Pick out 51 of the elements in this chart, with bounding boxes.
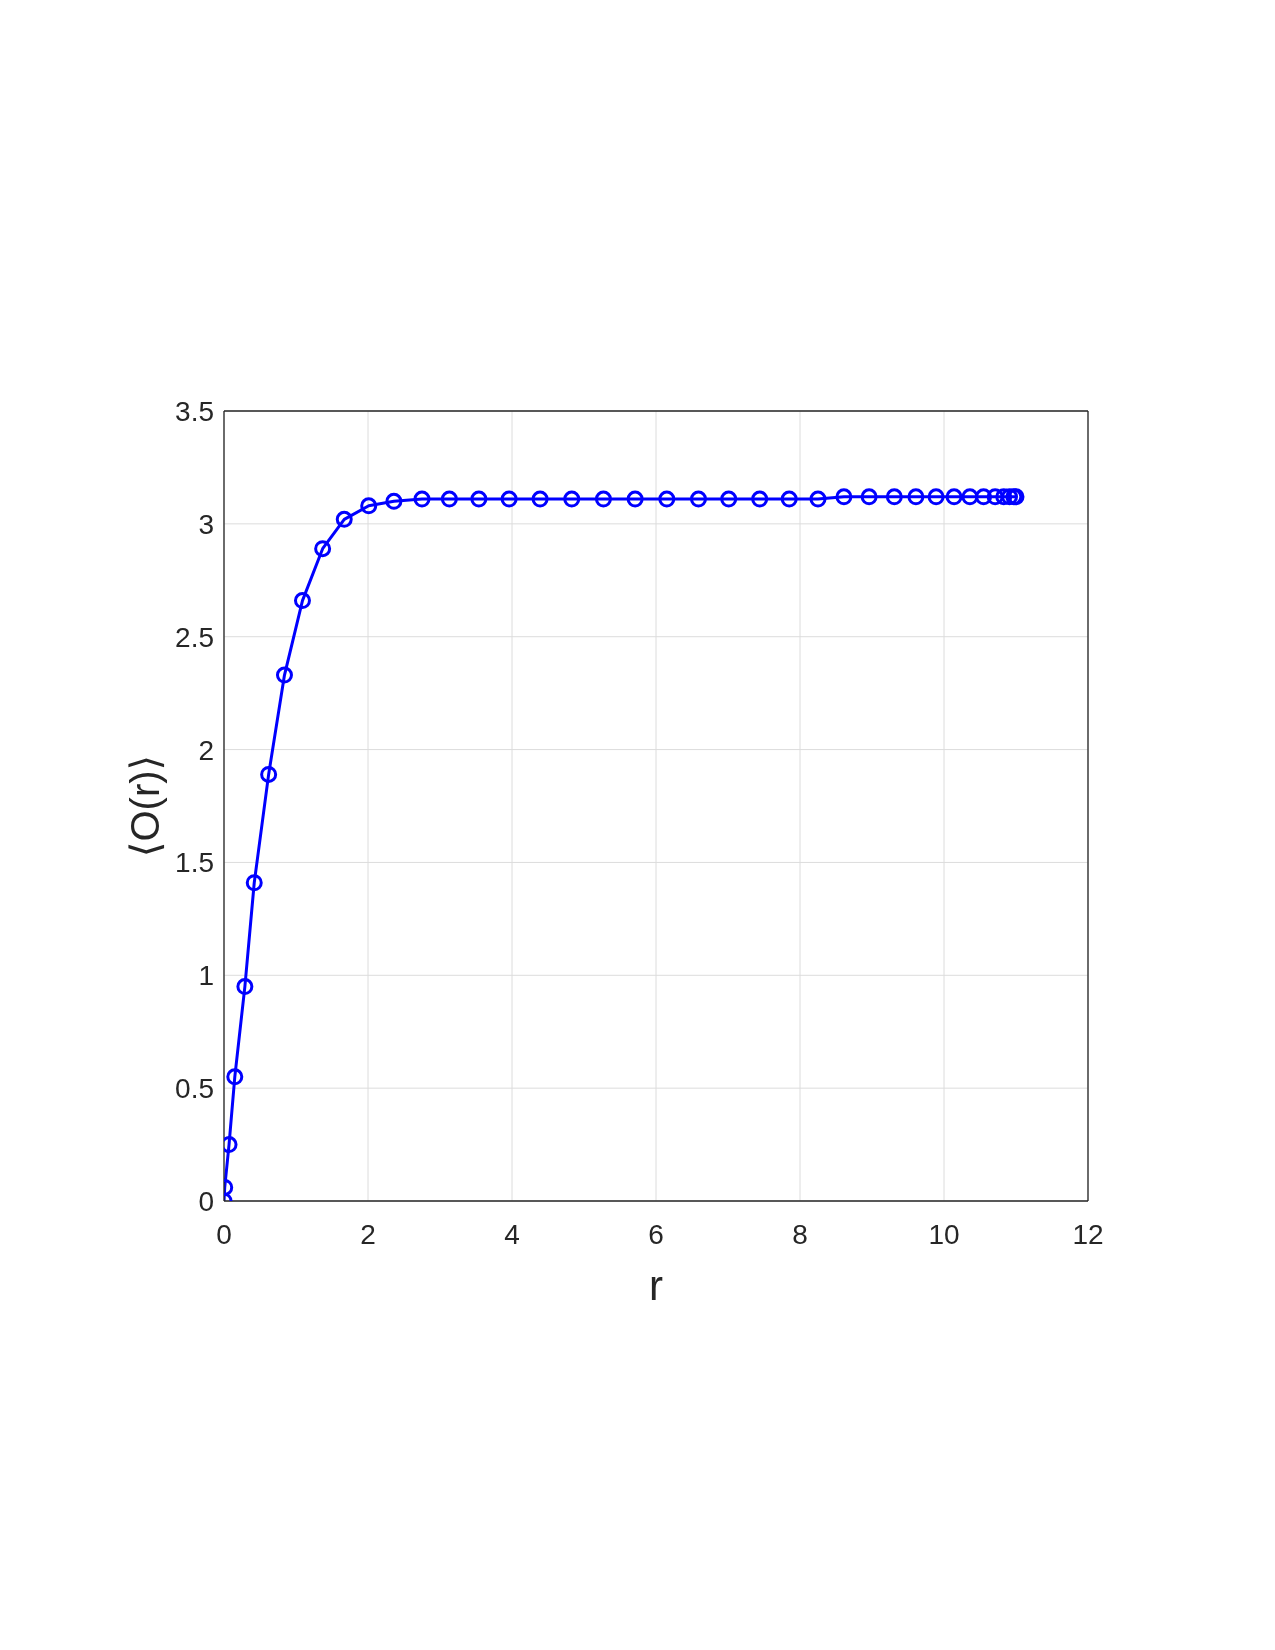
point	[385, 492, 403, 510]
x-tick-label: 2	[360, 1218, 376, 1250]
point	[975, 488, 993, 506]
x-tick-label: 8	[792, 1218, 808, 1250]
point	[594, 490, 612, 508]
x-tick-label: 4	[504, 1218, 520, 1250]
point	[275, 666, 293, 684]
point	[293, 592, 311, 610]
point	[470, 490, 488, 508]
point	[995, 488, 1013, 506]
point	[531, 490, 549, 508]
y-tick-label: 0.5	[175, 1073, 214, 1105]
point	[945, 488, 963, 506]
point	[335, 510, 353, 528]
point	[907, 488, 925, 506]
point	[780, 490, 798, 508]
point	[658, 490, 676, 508]
point	[689, 490, 707, 508]
y-tick-label: 2.5	[175, 621, 214, 653]
point	[413, 490, 431, 508]
point	[927, 488, 945, 506]
point	[626, 490, 644, 508]
y-tick-label: 2	[198, 734, 214, 766]
point	[236, 978, 254, 996]
point	[226, 1068, 244, 1086]
point	[885, 488, 903, 506]
point	[720, 490, 738, 508]
point	[440, 490, 458, 508]
point	[835, 488, 853, 506]
x-tick-label: 12	[1072, 1218, 1104, 1250]
point	[860, 488, 878, 506]
y-tick-label: 0	[198, 1185, 214, 1217]
point	[1001, 488, 1019, 506]
y-tick-label: 1.5	[175, 847, 214, 879]
x-tick-label: 6	[648, 1218, 664, 1250]
x-tick-label: 10	[928, 1218, 960, 1250]
y-axis-title: ⟨O(r)⟩	[123, 754, 167, 858]
point	[961, 488, 979, 506]
y-tick-label: 1	[198, 960, 214, 992]
y-tick-label: 3	[198, 508, 214, 540]
y-tick-label: 3.5	[175, 395, 214, 427]
point	[809, 490, 827, 508]
point	[360, 497, 378, 515]
point	[314, 540, 332, 558]
x-axis-title: r	[649, 1262, 663, 1309]
point	[260, 765, 278, 783]
point	[500, 490, 518, 508]
point	[986, 488, 1004, 506]
point	[751, 490, 769, 508]
point	[245, 874, 263, 892]
point	[563, 490, 581, 508]
